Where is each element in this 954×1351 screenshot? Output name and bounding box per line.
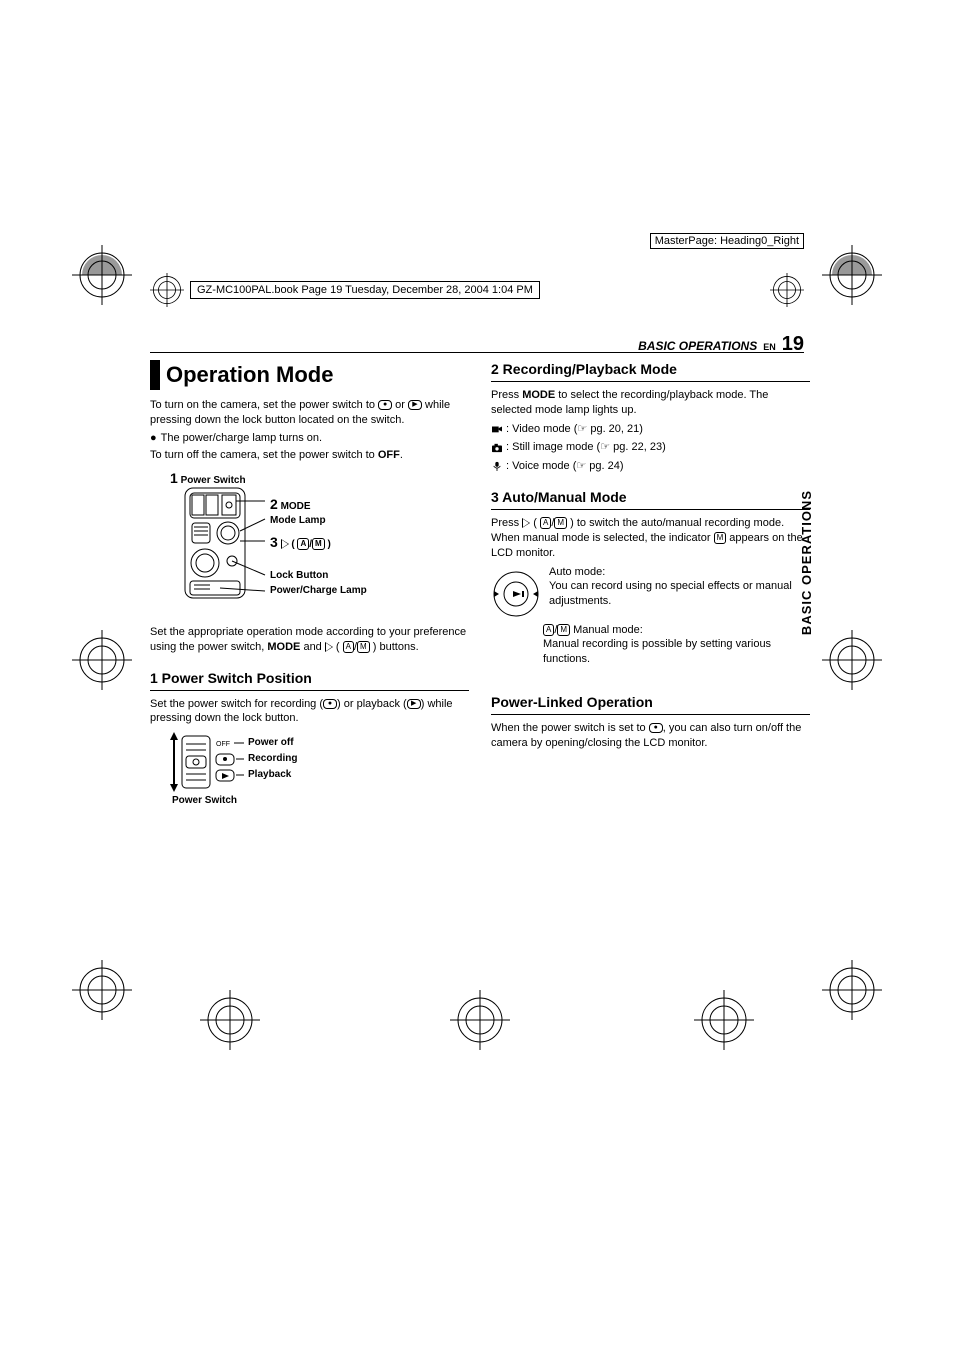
set-mode-text: Set the appropriate operation mode accor… bbox=[150, 625, 469, 655]
header-divider bbox=[150, 352, 804, 353]
still-mode-icon bbox=[491, 443, 503, 453]
power-switch-heading: 1 Power Switch Position bbox=[150, 669, 469, 691]
crop-mark-icon bbox=[72, 630, 132, 690]
auto-manual-text: Press ( A/M ) to switch the auto/manual … bbox=[491, 516, 810, 561]
crop-mark-icon bbox=[822, 960, 882, 1020]
play-icon: ▶ bbox=[408, 400, 422, 410]
record-icon: ● bbox=[378, 400, 392, 410]
operation-mode-heading: Operation Mode bbox=[150, 360, 469, 390]
crop-mark-icon bbox=[822, 630, 882, 690]
m-indicator-icon: M bbox=[714, 532, 727, 544]
page-ref-icon: ☞ bbox=[576, 460, 586, 472]
left-column: Operation Mode To turn on the camera, se… bbox=[150, 360, 469, 814]
still-mode-row: : Still image mode (☞ pg. 22, 23) bbox=[491, 440, 810, 455]
video-mode-row: : Video mode (☞ pg. 20, 21) bbox=[491, 422, 810, 437]
lang-label: EN bbox=[763, 342, 776, 352]
triangle-icon bbox=[281, 539, 289, 549]
crop-mark-icon bbox=[822, 245, 882, 305]
binder-ring-icon bbox=[770, 273, 804, 312]
power-switch-diagram: OFF Power off Recording Playback Power S… bbox=[160, 732, 469, 812]
turn-on-text: To turn on the camera, set the power swi… bbox=[150, 398, 469, 428]
crop-mark-icon bbox=[72, 245, 132, 305]
page-ref-icon: ☞ bbox=[577, 423, 587, 435]
binder-ring-icon bbox=[150, 273, 184, 307]
bullet-lamp-on: ●The power/charge lamp turns on. bbox=[150, 431, 469, 446]
power-linked-heading: Power-Linked Operation bbox=[491, 693, 810, 715]
crop-mark-icon bbox=[72, 960, 132, 1020]
turn-off-text: To turn off the camera, set the power sw… bbox=[150, 448, 469, 463]
masterpage-label: MasterPage: Heading0_Right bbox=[650, 235, 804, 247]
crop-mark-icon bbox=[694, 990, 754, 1050]
power-linked-text: When the power switch is set to ●, you c… bbox=[491, 721, 810, 751]
recording-playback-heading: 2 Recording/Playback Mode bbox=[491, 360, 810, 382]
record-icon: ● bbox=[323, 699, 337, 709]
book-info-row: GZ-MC100PAL.book Page 19 Tuesday, Decemb… bbox=[150, 273, 810, 307]
page-ref-icon: ☞ bbox=[600, 441, 610, 453]
nav-pad-icon bbox=[491, 569, 541, 619]
book-info-text: GZ-MC100PAL.book Page 19 Tuesday, Decemb… bbox=[190, 281, 540, 299]
record-icon: ● bbox=[649, 723, 663, 733]
voice-mode-icon bbox=[491, 461, 503, 471]
right-column: 2 Recording/Playback Mode Press MODE to … bbox=[491, 360, 810, 814]
camera-diagram: 1 Power Switch bbox=[170, 469, 469, 619]
play-icon: ▶ bbox=[407, 699, 421, 709]
manual-mode-block: A/M Manual mode: Manual recording is pos… bbox=[543, 623, 810, 668]
section-title: BASIC OPERATIONS bbox=[638, 339, 757, 353]
crop-mark-icon bbox=[450, 990, 510, 1050]
crop-mark-icon bbox=[200, 990, 260, 1050]
voice-mode-row: : Voice mode (☞ pg. 24) bbox=[491, 459, 810, 474]
video-mode-icon bbox=[491, 424, 503, 434]
auto-manual-heading: 3 Auto/Manual Mode bbox=[491, 488, 810, 510]
press-mode-text: Press MODE to select the recording/playb… bbox=[491, 388, 810, 418]
svg-text:OFF: OFF bbox=[216, 741, 230, 748]
power-switch-text: Set the power switch for recording (●) o… bbox=[150, 697, 469, 727]
triangle-icon bbox=[522, 518, 530, 528]
triangle-icon bbox=[325, 642, 333, 652]
